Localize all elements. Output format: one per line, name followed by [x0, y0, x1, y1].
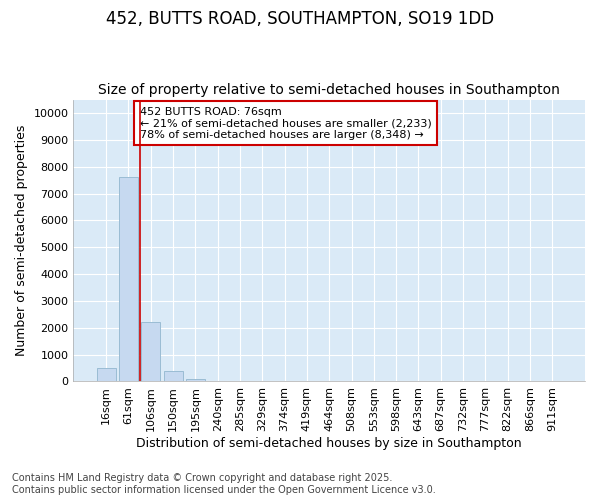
Bar — [141, 322, 160, 382]
Text: 452, BUTTS ROAD, SOUTHAMPTON, SO19 1DD: 452, BUTTS ROAD, SOUTHAMPTON, SO19 1DD — [106, 10, 494, 28]
Text: Contains HM Land Registry data © Crown copyright and database right 2025.
Contai: Contains HM Land Registry data © Crown c… — [12, 474, 436, 495]
Bar — [97, 368, 116, 382]
X-axis label: Distribution of semi-detached houses by size in Southampton: Distribution of semi-detached houses by … — [136, 437, 522, 450]
Y-axis label: Number of semi-detached properties: Number of semi-detached properties — [15, 125, 28, 356]
Bar — [119, 178, 138, 382]
Bar — [186, 379, 205, 382]
Title: Size of property relative to semi-detached houses in Southampton: Size of property relative to semi-detach… — [98, 83, 560, 97]
Text: 452 BUTTS ROAD: 76sqm
← 21% of semi-detached houses are smaller (2,233)
78% of s: 452 BUTTS ROAD: 76sqm ← 21% of semi-deta… — [140, 106, 431, 140]
Bar — [164, 372, 182, 382]
